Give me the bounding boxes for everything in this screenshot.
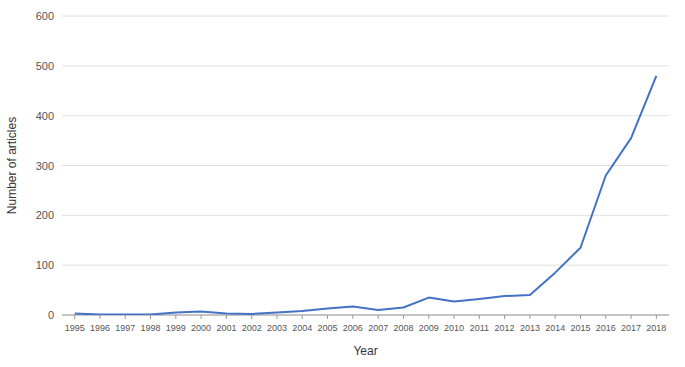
- grid: [62, 16, 669, 315]
- x-tick: [99, 315, 100, 319]
- y-tick-label: 100: [36, 259, 54, 271]
- chart: 0 100 200 300 400 500 600 1995 1996 1997 1998 1999 2…: [0, 0, 685, 367]
- x-tick: [352, 315, 353, 319]
- x-tick: [403, 315, 404, 319]
- x-tick: [428, 315, 429, 319]
- y-tick-label: 400: [36, 110, 54, 122]
- x-tick: [454, 315, 455, 319]
- x-tick-label: 2018: [646, 323, 666, 333]
- x-tick: [504, 315, 505, 319]
- x-tick: [479, 315, 480, 319]
- y-tick-label: 500: [36, 60, 54, 72]
- y-tick-label: 200: [36, 209, 54, 221]
- x-tick-label: 2003: [267, 323, 287, 333]
- x-tick: [580, 315, 581, 319]
- x-tick-label: 2012: [495, 323, 515, 333]
- x-tick: [555, 315, 556, 319]
- x-tick: [201, 315, 202, 319]
- x-tick-label: 2005: [318, 323, 338, 333]
- x-tick: [631, 315, 632, 319]
- x-tick: [605, 315, 606, 319]
- x-tick-label: 2013: [520, 323, 540, 333]
- y-tick-label: 300: [36, 160, 54, 172]
- x-tick-label: 2017: [621, 323, 641, 333]
- x-tick-label: 2015: [570, 323, 590, 333]
- x-tick-label: 2007: [368, 323, 388, 333]
- x-tick-label: 1999: [166, 323, 186, 333]
- x-tick: [150, 315, 151, 319]
- x-tick-label: 1997: [115, 323, 135, 333]
- x-tick-label: 2002: [242, 323, 262, 333]
- x-tick: [74, 315, 75, 319]
- grid-line: [62, 215, 669, 216]
- x-tick-label: 2010: [444, 323, 464, 333]
- x-tick: [251, 315, 252, 319]
- x-tick-label: 1998: [141, 323, 161, 333]
- x-tick-label: 2009: [419, 323, 439, 333]
- x-tick: [276, 315, 277, 319]
- grid-line: [62, 115, 669, 116]
- data-line: [75, 76, 657, 315]
- y-tick-label: 600: [36, 10, 54, 22]
- x-tick: [327, 315, 328, 319]
- x-tick-label: 2014: [545, 323, 565, 333]
- x-tick-label: 2006: [343, 323, 363, 333]
- y-tick-label: 0: [48, 309, 54, 321]
- x-tick-label: 1995: [65, 323, 85, 333]
- x-tick-label: 2000: [191, 323, 211, 333]
- x-tick: [125, 315, 126, 319]
- grid-line: [62, 65, 669, 66]
- x-tick: [529, 315, 530, 319]
- x-tick-label: 2008: [393, 323, 413, 333]
- x-tick: [175, 315, 176, 319]
- x-tick: [656, 315, 657, 319]
- grid-line: [62, 16, 669, 17]
- x-axis-label: Year: [353, 344, 377, 358]
- x-tick-label: 2011: [470, 323, 489, 333]
- x-tick-label: 1996: [90, 323, 110, 333]
- x-tick: [378, 315, 379, 319]
- y-axis-label: Number of articles: [5, 117, 19, 214]
- x-tick: [226, 315, 227, 319]
- x-tick: [302, 315, 303, 319]
- grid-line: [62, 265, 669, 266]
- grid-line: [62, 165, 669, 166]
- x-tick-label: 2001: [216, 323, 236, 333]
- plot-area: [75, 76, 657, 315]
- x-tick-label: 2016: [596, 323, 616, 333]
- x-tick-label: 2004: [292, 323, 312, 333]
